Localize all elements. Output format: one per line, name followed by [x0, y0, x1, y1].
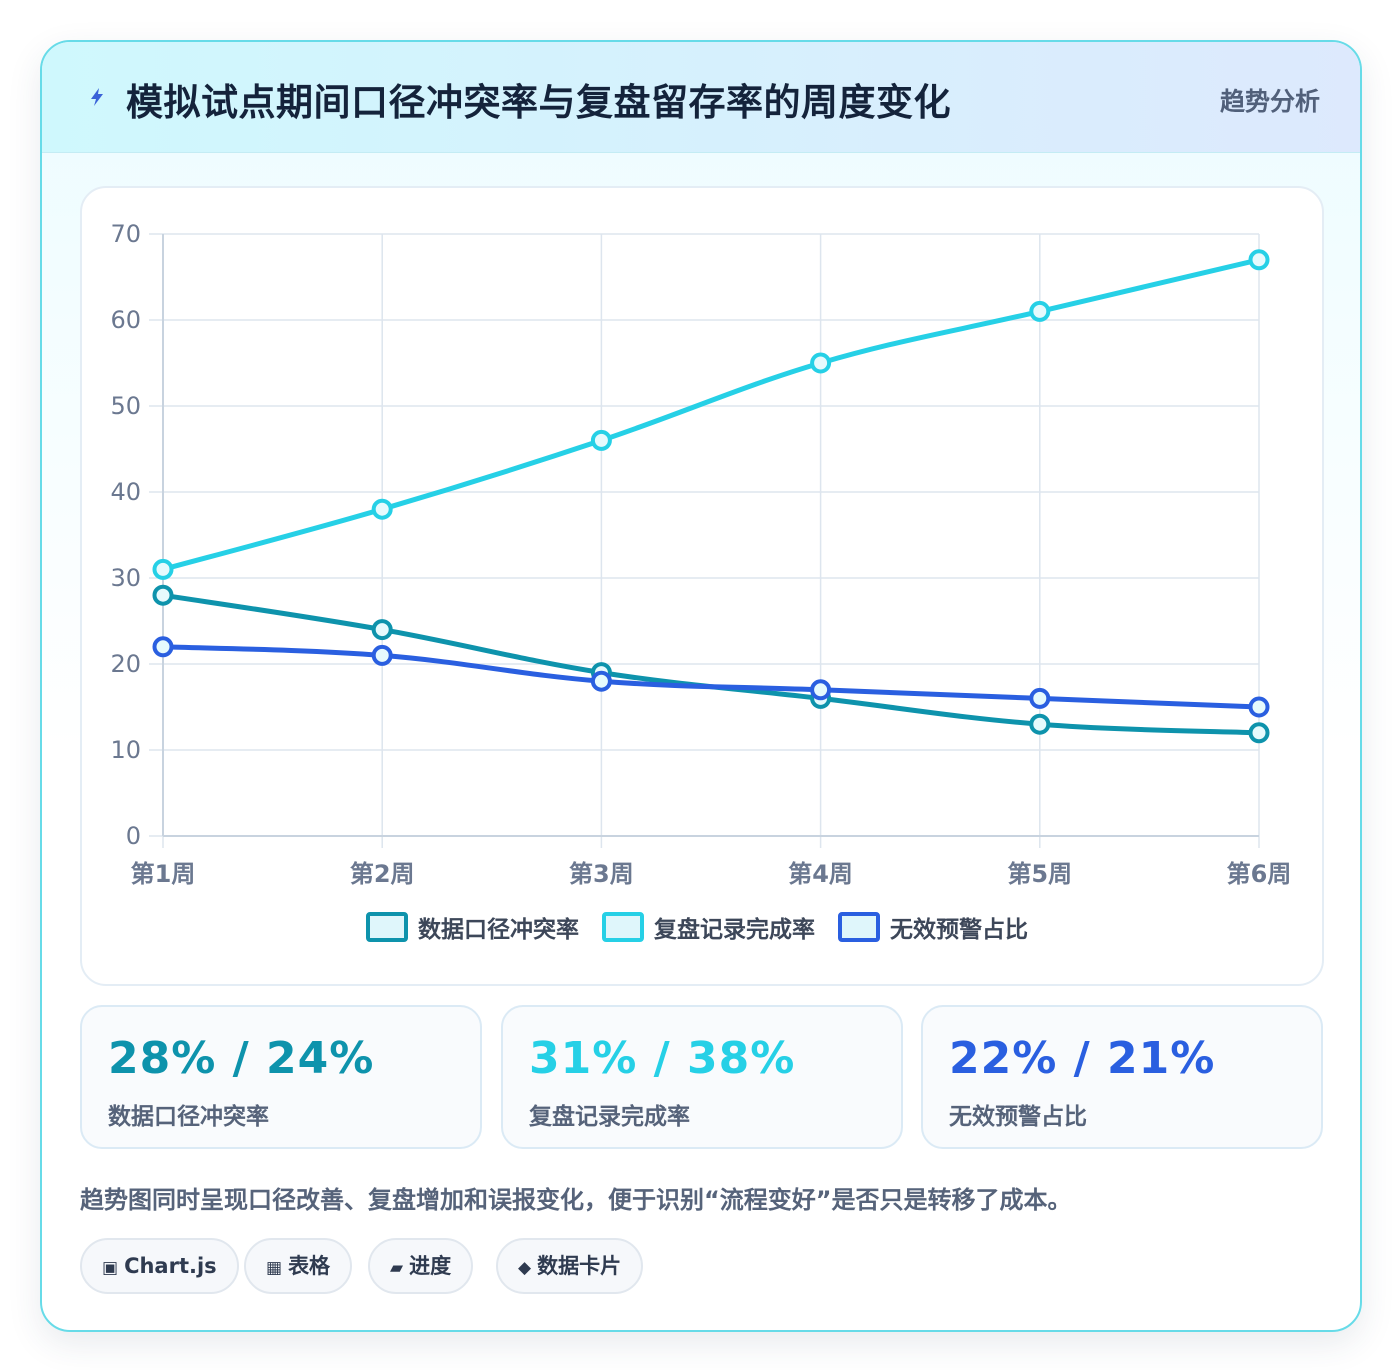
tag-label: 表格	[288, 1254, 331, 1278]
series-point-3	[371, 644, 393, 666]
lightning-icon	[91, 88, 103, 106]
x-tick-label: 第2周	[350, 860, 415, 888]
series-point-3	[1029, 687, 1051, 709]
series-point-2	[1029, 300, 1051, 322]
y-tick-label: 60	[110, 306, 141, 334]
tag-data-card[interactable]: ◆ 数据卡片	[496, 1238, 644, 1294]
tag-chartjs[interactable]: ▣ Chart.js	[80, 1238, 239, 1294]
grid-icon: ▦	[266, 1258, 283, 1278]
legend-swatch	[366, 912, 408, 942]
tag-label: Chart.js	[124, 1254, 217, 1278]
y-tick-label: 0	[126, 822, 141, 850]
series-line-2	[160, 257, 1262, 572]
series-point-2	[152, 558, 174, 580]
tag-progress[interactable]: ▰ 进度	[368, 1238, 474, 1294]
card-header: 模拟试点期间口径冲突率与复盘留存率的周度变化 趋势分析	[42, 42, 1360, 153]
series-point-1	[1029, 713, 1051, 735]
stat-value: 22% / 21%	[949, 1033, 1216, 1084]
chart-card: 模拟试点期间口径冲突率与复盘留存率的周度变化 趋势分析 0 10 20 30 40 50 6…	[40, 40, 1362, 1332]
diamond-icon: ◆	[518, 1258, 532, 1278]
y-tick-label: 30	[110, 564, 141, 592]
line-chart: 0 10 20 30 40 50 60 70 第1周 第2周 第3周 第4周 第5周 第6周数据口径冲突率…	[110, 220, 1292, 943]
series-point-2	[590, 429, 612, 451]
series-point-3	[152, 636, 174, 658]
y-tick-label: 50	[110, 392, 141, 420]
series-point-1	[152, 584, 174, 606]
x-tick-label: 第5周	[1007, 860, 1072, 888]
trend-analysis-tag: 趋势分析	[1219, 87, 1320, 116]
y-tick-label: 20	[110, 650, 141, 678]
stat-label: 复盘记录完成率	[529, 1104, 690, 1130]
stat-card-conflict-rate: 28% / 24% 数据口径冲突率	[80, 1005, 482, 1149]
legend-label: 复盘记录完成率	[653, 916, 815, 943]
tag-label: 数据卡片	[537, 1254, 622, 1278]
tag-table[interactable]: ▦ 表格	[244, 1238, 353, 1294]
stat-card-invalid-alert: 22% / 21% 无效预警占比	[921, 1005, 1323, 1149]
legend-label: 无效预警占比	[890, 916, 1028, 943]
series-point-2	[371, 498, 393, 520]
y-tick-label: 70	[110, 220, 141, 248]
series-point-3	[810, 679, 832, 701]
y-tick-label: 10	[110, 736, 141, 764]
series-point-3	[1248, 696, 1270, 718]
stat-label: 数据口径冲突率	[108, 1104, 269, 1130]
y-tick-label: 40	[110, 478, 141, 506]
x-tick-label: 第1周	[131, 860, 196, 888]
tag-label: 进度	[409, 1254, 452, 1278]
series-point-3	[590, 670, 612, 692]
page-title: 模拟试点期间口径冲突率与复盘留存率的周度变化	[126, 81, 951, 124]
x-tick-label: 第6周	[1227, 860, 1292, 888]
stat-card-review-completion: 31% / 38% 复盘记录完成率	[501, 1005, 903, 1149]
series-line-3	[160, 644, 1262, 710]
chart-description: 趋势图同时呈现口径改善、复盘增加和误报变化，便于识别“流程变好”是否只是转移了成…	[80, 1186, 1072, 1214]
chart-panel: 0 10 20 30 40 50 60 70 第1周 第2周 第3周 第4周 第5周 第6周数据口径冲突率…	[80, 186, 1324, 986]
series-point-2	[810, 352, 832, 374]
square-icon: ▣	[102, 1258, 119, 1278]
series-point-1	[1248, 722, 1270, 744]
stat-value: 28% / 24%	[108, 1033, 375, 1084]
x-tick-label: 第3周	[569, 860, 634, 888]
legend-label: 数据口径冲突率	[418, 916, 579, 943]
series-point-1	[371, 619, 393, 641]
legend-swatch	[838, 912, 880, 942]
legend-swatch	[602, 912, 644, 942]
series-point-2	[1248, 249, 1270, 271]
progress-bar-icon: ▰	[390, 1258, 404, 1278]
x-tick-label: 第4周	[788, 860, 853, 888]
stat-label: 无效预警占比	[949, 1104, 1087, 1130]
stat-value: 31% / 38%	[529, 1033, 796, 1084]
